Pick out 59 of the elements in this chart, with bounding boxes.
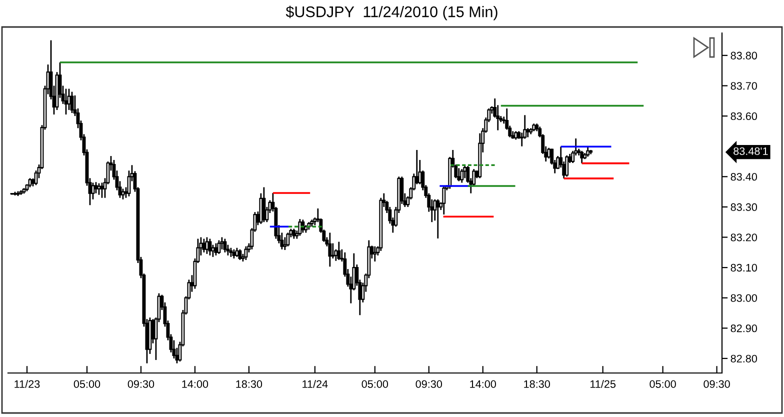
- candlestick: [214, 242, 218, 256]
- candlestick: [238, 248, 242, 261]
- candlestick: [460, 168, 464, 184]
- y-tick-label: 82.80: [730, 354, 758, 362]
- y-tick-label: 83.80: [730, 52, 758, 60]
- candlestick: [292, 228, 296, 240]
- candlestick: [28, 177, 32, 188]
- candlestick: [580, 150, 584, 164]
- candlestick: [298, 218, 302, 236]
- candlestick: [217, 240, 221, 255]
- candlestick: [223, 238, 227, 254]
- x-tick-label: 14:00: [182, 380, 208, 388]
- x-tick-label: 11/23: [14, 380, 40, 388]
- y-tick-label: 83.30: [730, 203, 758, 211]
- candlestick: [373, 246, 377, 262]
- x-tick-label: 18:30: [524, 380, 550, 388]
- candlestick: [91, 182, 95, 200]
- candlestick: [100, 182, 104, 199]
- x-tick-label: 05:00: [362, 380, 388, 388]
- candlestick: [286, 232, 290, 248]
- candlestick: [457, 167, 461, 182]
- candlestick: [205, 236, 209, 255]
- candlestick: [121, 188, 125, 200]
- y-tick-label: 83.00: [730, 294, 758, 302]
- candlestick: [586, 146, 590, 158]
- candlestick: [244, 246, 248, 261]
- candlestick: [565, 154, 569, 178]
- x-tick-label: 05:00: [650, 380, 676, 388]
- y-tick-label: 83.10: [730, 264, 758, 272]
- candlestick: [208, 238, 212, 256]
- x-tick-label: 14:00: [470, 380, 496, 388]
- candlestick: [337, 241, 341, 261]
- x-tick-label: 05:00: [74, 380, 100, 388]
- x-tick-label: 18:30: [236, 380, 262, 388]
- text: 83.48'1: [734, 147, 768, 155]
- candlestick: [436, 198, 440, 240]
- candlestick: [328, 232, 332, 268]
- x-tick-label: 11/25: [590, 380, 616, 388]
- candlestick: [220, 236, 224, 250]
- x-tick-label: 09:30: [704, 380, 730, 388]
- candlestick: [97, 182, 101, 196]
- candlestick: [262, 186, 266, 223]
- candlestick: [229, 247, 233, 258]
- candlestick: [442, 186, 446, 216]
- x-tick-label: 11/24: [302, 380, 328, 388]
- y-tick-label: 82.90: [730, 324, 758, 332]
- candlestick: [235, 247, 239, 258]
- candlestick: [232, 248, 236, 260]
- y-tick-label: 83.20: [730, 234, 758, 242]
- candlestick: [202, 238, 206, 254]
- candlestick: [283, 236, 287, 251]
- candlestick: [64, 88, 68, 116]
- y-tick-label: 83.40: [730, 172, 758, 181]
- x-tick-label: 09:30: [128, 380, 154, 388]
- y-tick-label: 83.60: [730, 112, 758, 120]
- chart-title: $USDJPY 11/24/2010 (15 Min): [286, 6, 498, 20]
- candlestick: [94, 181, 98, 194]
- x-tick-label: 09:30: [416, 380, 442, 388]
- y-tick-label: 83.70: [730, 82, 758, 90]
